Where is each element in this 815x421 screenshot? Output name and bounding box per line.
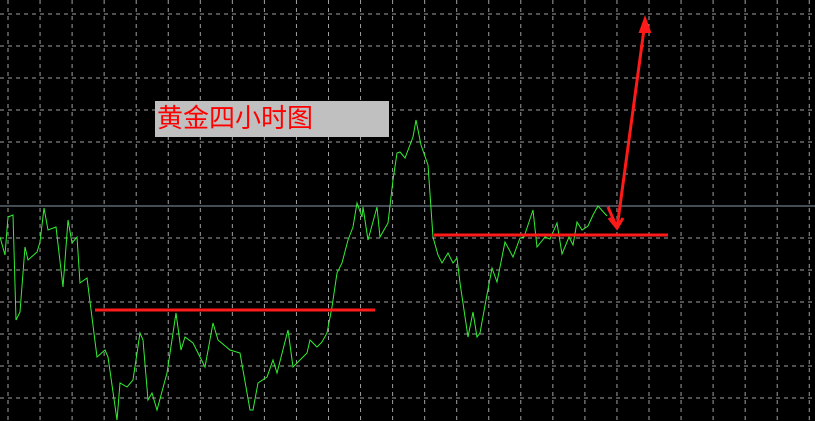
chart-annotation-label: 黄金四小时图: [155, 101, 389, 137]
forecast-arrow-line: [606, 21, 647, 230]
arrow-up-head-icon: [638, 15, 652, 33]
arrow-dip-head-icon: [607, 217, 625, 231]
price-series-line: [0, 119, 608, 421]
